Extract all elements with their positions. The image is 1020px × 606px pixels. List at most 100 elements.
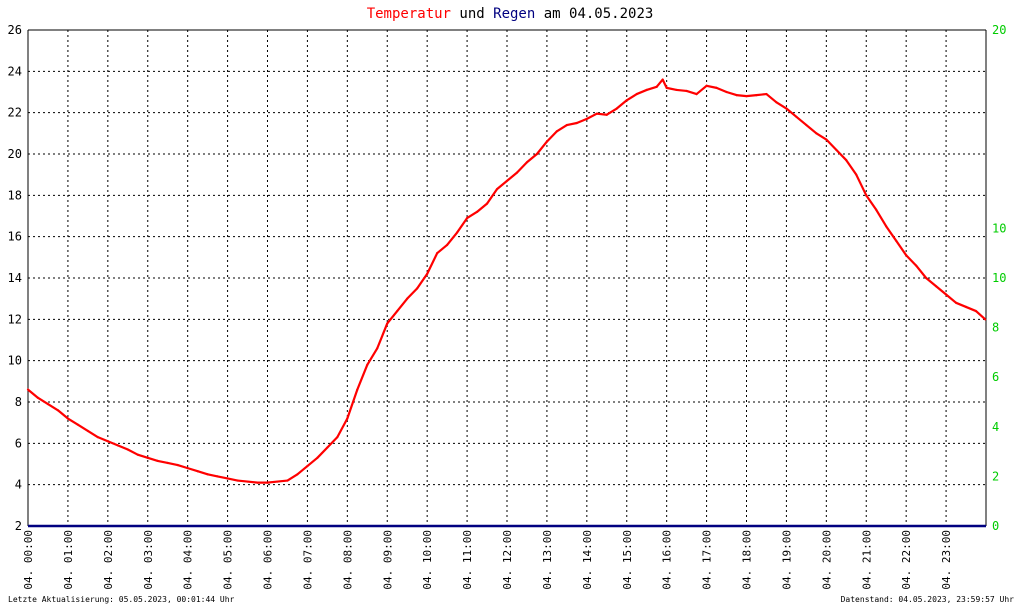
x-tick-label: 04. 22:00 <box>900 530 913 590</box>
x-tick-label: 04. 23:00 <box>940 530 953 590</box>
x-tick-label: 04. 14:00 <box>581 530 594 590</box>
x-tick-label: 04. 04:00 <box>182 530 195 590</box>
temperature-segment <box>895 239 908 257</box>
temperature-segment <box>915 264 928 280</box>
temperature-segment <box>585 112 598 120</box>
left-tick-label: 18 <box>8 188 22 202</box>
temperature-segment <box>885 225 898 242</box>
x-tick-label: 04. 21:00 <box>860 530 873 590</box>
temperature-segment <box>356 363 369 391</box>
x-tick-label: 04. 02:00 <box>102 530 115 590</box>
temperature-segment <box>226 477 239 482</box>
temperature-segment <box>875 208 888 228</box>
x-tick-label: 04. 20:00 <box>820 530 833 590</box>
temperature-segment <box>76 423 89 433</box>
temperature-segment <box>416 272 429 290</box>
temperature-segment <box>685 89 698 96</box>
temperature-segment <box>775 101 788 110</box>
temperature-segment <box>525 152 539 164</box>
temperature-segment <box>655 78 664 88</box>
right-tick-label: 6 <box>992 370 999 384</box>
temperature-segment <box>845 159 858 176</box>
temperature-segment <box>126 448 139 456</box>
temperature-segment <box>286 473 299 482</box>
right-tick-label: 4 <box>992 420 999 434</box>
temperature-segment <box>196 470 209 476</box>
temperature-segment <box>745 93 758 98</box>
temperature-segment <box>615 99 628 110</box>
temperature-segment <box>695 84 708 96</box>
temperature-segment <box>206 473 219 478</box>
temperature-segment <box>386 309 399 325</box>
temperature-segment <box>306 456 319 468</box>
x-tick-label: 04. 18:00 <box>741 530 754 590</box>
x-tick-label: 04. 17:00 <box>701 530 714 590</box>
temperature-segment <box>446 231 459 247</box>
x-tick-label: 04. 03:00 <box>142 530 155 590</box>
temperature-segment <box>376 322 389 350</box>
title-part-3: am 04.05.2023 <box>535 6 653 22</box>
left-tick-label: 22 <box>8 106 22 120</box>
x-tick-label: 04. 10:00 <box>421 530 434 590</box>
temperature-segment <box>815 132 828 141</box>
x-tick-label: 04. 06:00 <box>262 530 275 590</box>
temperature-segment <box>396 297 409 313</box>
temperature-segment <box>346 388 359 420</box>
temperature-segment <box>755 92 768 97</box>
temperature-segment <box>835 148 848 162</box>
x-tick-label: 04. 05:00 <box>222 530 235 590</box>
series-temperatur <box>26 78 987 484</box>
left-tick-label: 12 <box>8 312 22 326</box>
x-tick-label: 04. 08:00 <box>341 530 354 590</box>
temperature-segment <box>575 117 588 125</box>
right-tick-label: 2 <box>992 469 999 483</box>
title-part-0: Temperatur <box>367 6 451 22</box>
temperature-segment <box>66 417 79 426</box>
chart-title: Temperatur und Regen am 04.05.2023 <box>367 6 654 22</box>
temperature-segment <box>865 194 878 211</box>
temperature-segment <box>805 123 818 135</box>
temperature-segment <box>905 254 918 267</box>
temperature-segment <box>436 243 449 255</box>
left-tick-label: 8 <box>15 395 22 409</box>
temperature-segment <box>935 285 948 296</box>
temperature-segment <box>136 453 149 459</box>
left-tick-label: 6 <box>15 436 22 450</box>
temperature-segment <box>535 140 549 156</box>
temperature-segment <box>735 93 748 98</box>
right-y-axis: 0 2 4 6 8 10 10 20 <box>992 23 1006 533</box>
temperature-segment <box>855 173 868 197</box>
left-tick-label: 2 <box>15 519 22 533</box>
temperature-segment <box>46 402 60 412</box>
temperature-segment <box>765 92 778 104</box>
temperature-segment <box>715 86 728 94</box>
temperature-segment <box>725 90 738 97</box>
x-tick-label: 04. 16:00 <box>661 530 674 590</box>
temperature-segment <box>545 130 558 143</box>
x-tick-label: 04. 00:00 <box>22 530 35 590</box>
temperature-segment <box>106 440 119 447</box>
temperature-segment <box>605 107 618 116</box>
temperature-segment <box>565 121 578 127</box>
temperature-segment <box>176 463 189 470</box>
left-tick-label: 4 <box>15 478 22 492</box>
series-layer <box>26 78 987 528</box>
right-tick-label: 0 <box>992 519 999 533</box>
temperature-segment <box>216 475 229 480</box>
temperature-segment <box>555 123 568 133</box>
temperature-segment <box>296 464 309 476</box>
temperature-segment <box>236 479 249 483</box>
x-tick-label: 04. 19:00 <box>780 530 793 590</box>
temperature-segment <box>705 84 718 89</box>
temperature-segment <box>246 480 259 484</box>
temperature-segment <box>336 417 349 439</box>
right-tick-label: 10 <box>992 271 1006 285</box>
temperature-segment <box>925 276 938 288</box>
temperature-segment <box>475 202 489 213</box>
temperature-segment <box>675 88 688 93</box>
temperature-segment <box>36 396 50 406</box>
left-tick-label: 10 <box>8 354 22 368</box>
x-tick-label: 04. 12:00 <box>501 530 514 590</box>
